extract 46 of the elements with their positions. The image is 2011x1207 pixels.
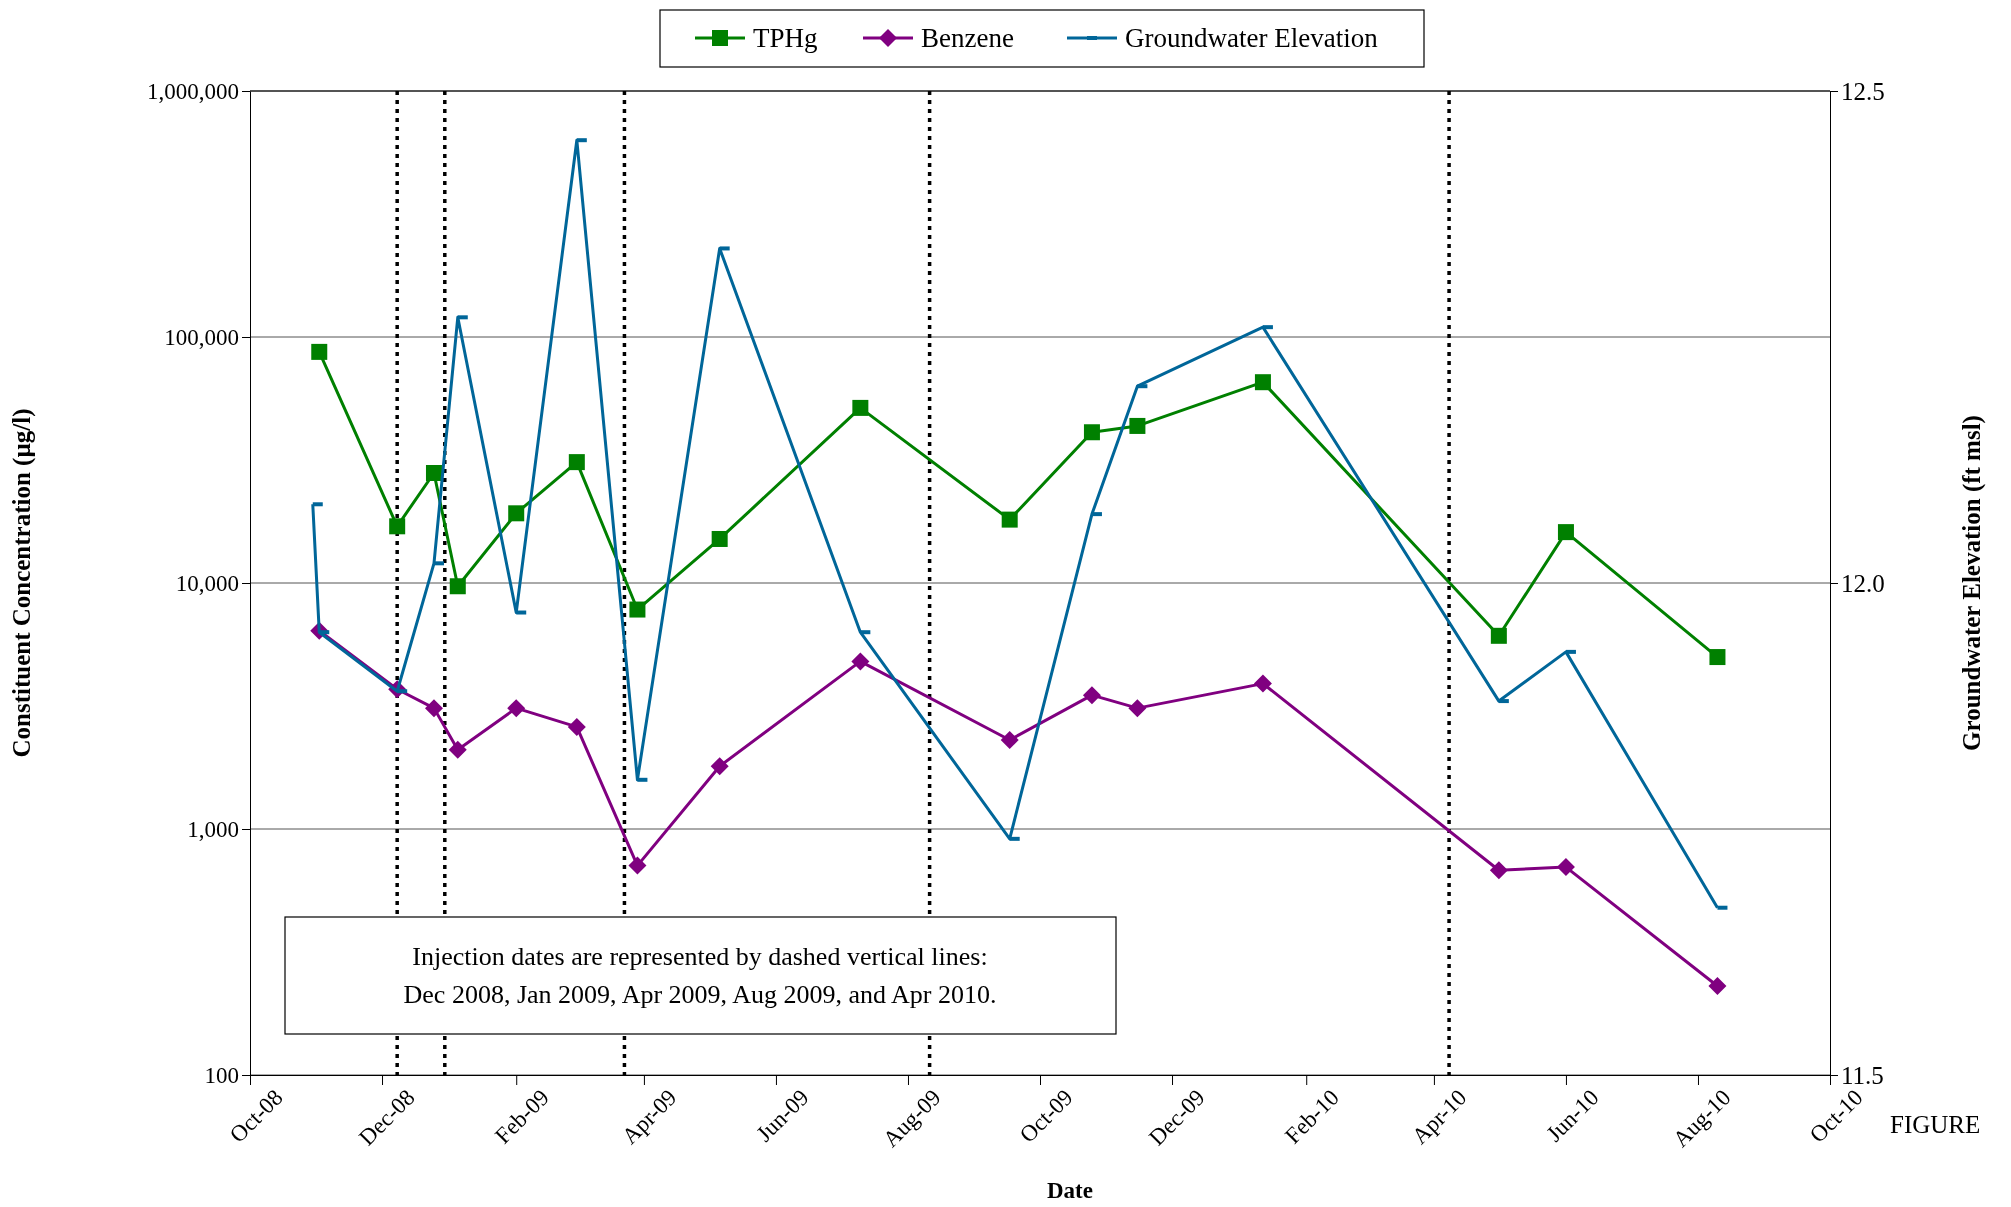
point [425,465,442,481]
point [567,717,586,736]
point [1709,649,1726,666]
point [1082,686,1101,705]
point [311,343,328,360]
point [1489,861,1508,880]
point [448,740,467,759]
point [1128,699,1147,718]
point [1490,627,1507,644]
y2-tick-label: 11.5 [1841,1061,1884,1089]
y-tick-label: 10,000 [175,570,239,596]
annotation: Injection dates are represented by dashed vertical lines: Dec 2008, Jan 2009, Apr 2009, Aug 2009, and Apr 2010. [403,942,997,1009]
point [1556,858,1575,877]
point [1557,524,1574,541]
point [710,757,729,776]
point [1129,417,1146,434]
y-axis-title: Constituent Concentration (µg/l) [8,408,36,758]
point [629,601,646,618]
y2-tick-label: 12.0 [1841,569,1885,597]
y-tick-label: 100 [204,1062,239,1088]
point [711,530,728,547]
y-tick-label: 1,000,000 [147,78,239,104]
point [851,652,870,671]
point [568,454,585,471]
legend-label: TPHg [753,23,818,53]
y-tick-label: 100,000 [164,324,239,350]
y-tick-label: 1,000 [187,816,239,842]
point [389,518,406,535]
point [508,505,525,522]
legend-label: Benzene [921,23,1014,53]
x-axis-title: Date [1047,1178,1093,1203]
point [628,856,647,875]
point [1083,424,1100,441]
point [1254,374,1271,391]
point [424,699,443,718]
text: FIGURE [1890,1111,1981,1138]
point [1001,511,1018,528]
legend-label: Groundwater Elevation [1125,23,1379,53]
point [1000,731,1019,750]
point [449,578,466,595]
y2-axis-title: Groundwater Elevation (ft msl) [1958,415,1986,751]
point [1253,674,1272,693]
point [507,699,526,718]
point [852,399,869,416]
y2-tick-label: 12.5 [1841,77,1885,105]
point [1708,977,1727,996]
